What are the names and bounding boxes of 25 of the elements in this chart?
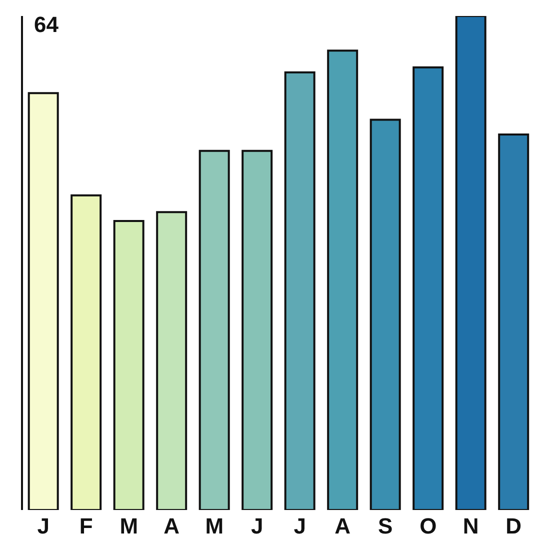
x-tick-label: J <box>37 514 50 539</box>
bar <box>198 150 230 510</box>
x-tick-label: A <box>334 514 351 539</box>
bar <box>498 134 530 510</box>
annotation: 64 <box>34 12 58 38</box>
bar <box>242 150 273 510</box>
x-tick-label: N <box>462 514 479 539</box>
x-tick-label: F <box>79 514 93 539</box>
x-tick-label: J <box>294 514 306 539</box>
bar <box>327 50 358 510</box>
x-tick-label: M <box>120 514 138 539</box>
x-tick-label: A <box>164 514 180 539</box>
bar <box>455 16 486 510</box>
bar <box>370 118 401 510</box>
x-tick-label: D <box>506 514 522 539</box>
bar <box>156 211 188 510</box>
x-tick-label: M <box>205 514 224 539</box>
x-tick-label: J <box>251 514 264 539</box>
bar <box>412 66 444 510</box>
bar <box>28 92 59 510</box>
bar <box>113 220 144 510</box>
bar <box>70 194 102 510</box>
bar <box>284 71 316 510</box>
x-tick-label: O <box>420 514 437 539</box>
x-tick-label: S <box>378 514 393 539</box>
